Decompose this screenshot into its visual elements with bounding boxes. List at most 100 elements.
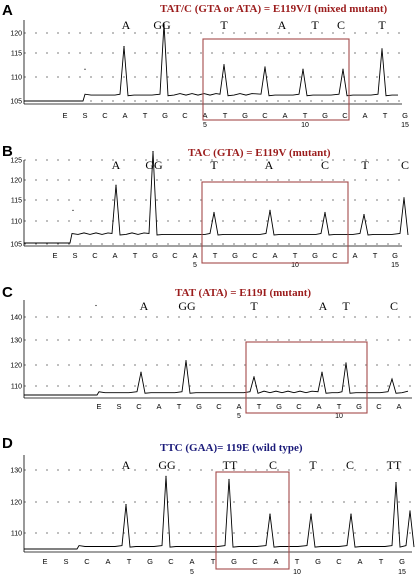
peak-3 [185,360,187,362]
panel-label-b: B [2,143,13,160]
sequence-letter: C [182,111,188,120]
chromatogram-a: 105 110 115 120 A GG T A T C T E S C A T G C A T G C A T G C A T G 5 1… [10,18,409,129]
y-tick-label: 110 [11,384,22,391]
base-call-label: A [319,299,328,313]
trace-line [24,23,398,102]
sequence-letter: G [147,557,153,566]
sequence-letter: A [105,557,110,566]
mutation-highlight-box [202,38,350,121]
sequence-letter: A [189,557,194,566]
sequence-letter: C [136,402,142,411]
sequence-letter: C [172,251,178,260]
peak-3 [152,151,154,153]
sequence-letter: A [236,402,241,411]
sequence-letter: C [342,111,348,120]
panel-d: D TTC (GAA)= 119E (wild type) [2,435,303,454]
sequence-letter: T [143,111,148,120]
y-tick-label: 105 [10,242,22,249]
base-call-label: T [210,158,218,172]
sequence-letter: E [52,251,57,260]
y-tick-label: 115 [11,51,22,58]
sequence-letter: C [168,557,174,566]
peak-7 [391,378,393,380]
panel-a-title: TAT/C (GTA or ATA) = E119V/I (mixed muta… [160,3,388,15]
peak-5 [321,371,323,373]
sequence-letter: C [376,402,382,411]
panel-label-a: A [2,2,13,19]
peak-4 [253,376,255,378]
sequence-letter: G [232,251,238,260]
base-call-label: T [309,458,317,472]
y-tick-label: 110 [11,75,22,82]
sequence-letter: C [92,251,98,260]
base-call-label: C [346,458,354,472]
base-call-label: A [140,299,149,313]
peak-6 [324,211,326,214]
peak-2 [140,371,142,373]
sequence-letter: T [211,557,216,566]
sequence-letter: S [72,251,77,260]
sequence-letter: C [84,557,90,566]
position-tick: 10 [301,122,309,129]
base-call-label: C [269,458,277,472]
y-tick-label: 110 [11,219,22,226]
sequence-letter: G [399,557,405,566]
y-tick-label: 110 [11,531,22,538]
sequence-letter: G [356,402,362,411]
sequence-letter: T [127,557,132,566]
base-call-label: A [112,158,121,172]
position-tick: 15 [398,569,406,576]
trace-line [24,360,409,396]
sequence-letter: A [357,557,362,566]
peak-6 [345,362,347,364]
y-tick-label: 130 [10,468,22,475]
base-call-label: GG [145,158,163,172]
peak-4 [223,64,225,66]
base-call-label: A [278,18,287,32]
sequence-letter: A [272,251,277,260]
chromatogram-d: 110 120 130 A GG TT C T C TT E S C A T G C A T G C A T G C A T G 5 10… [10,455,415,576]
mutation-highlight-box [201,181,349,264]
peak-3 [163,23,165,25]
peak-8 [381,48,383,50]
base-call-label: C [401,158,409,172]
position-tick: 15 [401,122,409,129]
sequence-letter: T [177,402,182,411]
peak-2 [115,184,117,186]
base-call-label: C [390,299,398,313]
sequence-letter: S [82,111,87,120]
sequence-letter: T [257,402,262,411]
sequence-letter: G [322,111,328,120]
sequence-letter: S [116,402,121,411]
peak-3 [228,478,230,481]
position-tick: 10 [293,569,301,576]
sequence-letter: G [402,111,408,120]
sequence-letter: E [62,111,67,120]
position-tick: 10 [335,413,343,420]
peak-2 [165,475,167,477]
sequence-letter: C [336,557,342,566]
position-tick: 10 [291,262,299,269]
sequence-letter: A [396,402,401,411]
position-tick: 15 [391,262,399,269]
base-call-label: T [378,18,386,32]
panel-c-title: TAT (ATA) = E119I (mutant) [175,287,311,299]
sequence-letter: C [216,402,222,411]
y-tick-label: 125 [10,158,22,165]
base-call-label: GG [158,458,176,472]
sequence-letter: C [252,251,258,260]
y-tick-label: 105 [10,99,22,106]
sequence-letter: T [383,111,388,120]
base-call-label: GG [153,18,171,32]
base-call-label: C [321,158,329,172]
sequence-letter: A [352,251,357,260]
y-tick-label: 120 [10,500,22,507]
peak-7 [342,68,344,70]
peak-5 [264,66,266,68]
panel-d-title: TTC (GAA)= 119E (wild type) [160,442,303,454]
peak-6 [302,68,304,70]
base-call-label: GG [178,299,196,313]
trace-line [24,151,409,244]
